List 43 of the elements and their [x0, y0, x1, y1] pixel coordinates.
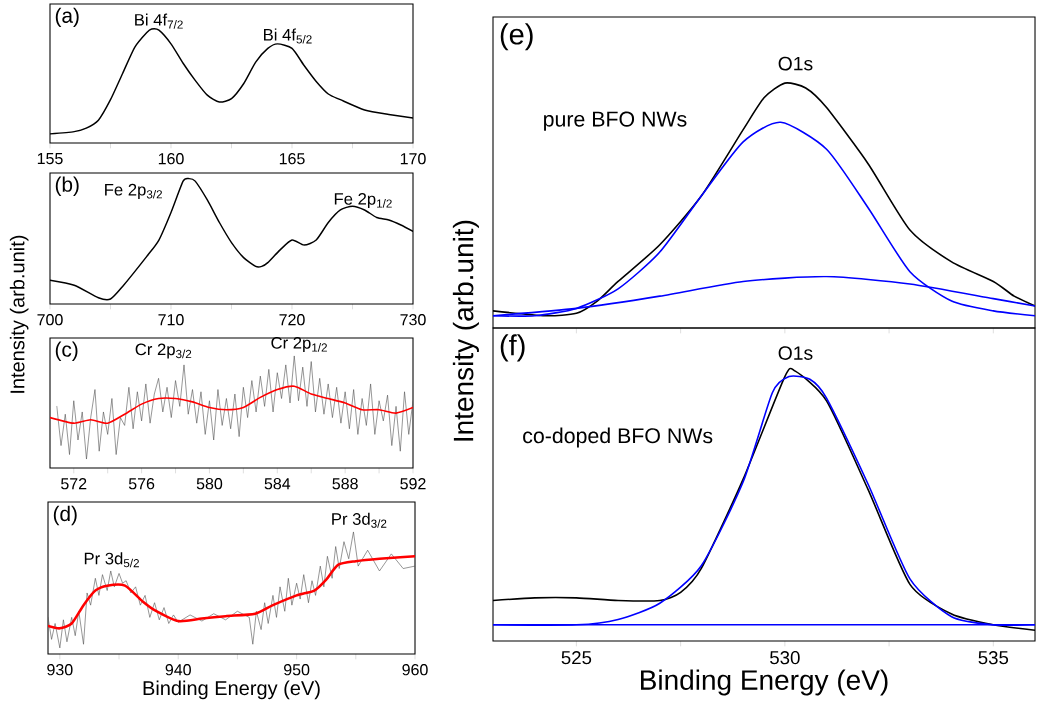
text: (d) [53, 505, 77, 526]
text: Pr 3d$_{3/2}$ [332, 512, 387, 528]
annotation: co-doped BFO NWs [523, 427, 713, 448]
y-axis-title: Intensity (arb.unit) [452, 220, 479, 441]
text: Bi 4f$_{7/2}$ [135, 13, 183, 29]
x-tick-label: 535 [978, 651, 1009, 665]
annotation: pure BFO NWs [544, 111, 687, 131]
text: O1s [778, 346, 813, 360]
x-tick-label: 576 [128, 478, 155, 490]
x-tick-label: 580 [196, 478, 223, 490]
x-tick-label: 572 [61, 478, 87, 490]
x-tick-label: 700 [37, 314, 63, 326]
x-tick-label: 930 [47, 664, 73, 676]
x-tick-label: 170 [400, 153, 426, 165]
x-tick-label: 525 [561, 651, 592, 665]
annotation: Fe 2p$_{1/2}$ [334, 192, 392, 209]
annotation: Bi 4f$_{5/2}$ [264, 28, 312, 44]
text: (f) [500, 334, 525, 362]
x-axis-title: Binding Energy (eV) [143, 680, 320, 700]
text: O1s [778, 56, 813, 71]
text: (a) [55, 7, 79, 28]
y-axis-title: Intensity (arb.unit) [9, 235, 29, 393]
text: (e) [500, 23, 533, 51]
annotation: (c) [55, 341, 78, 361]
annotation: Pr 3d$_{5/2}$ [84, 552, 139, 568]
x-tick-label: 960 [402, 664, 428, 676]
x-tick-label: 720 [279, 314, 305, 326]
text: Cr 2p$_{1/2}$ [271, 336, 327, 353]
x-tick-label: 710 [158, 314, 184, 326]
annotation: (b) [55, 176, 79, 196]
x-tick-label: 940 [165, 664, 191, 676]
x-tick-label: 950 [284, 664, 310, 676]
x-tick-label: 155 [37, 153, 63, 165]
x-tick-label: 592 [400, 478, 426, 490]
x-axis-title: Binding Energy (eV) [641, 669, 888, 696]
x-tick-label: 165 [279, 153, 305, 165]
x-tick-label: 160 [158, 153, 184, 165]
annotation: Cr 2p$_{3/2}$ [135, 343, 192, 359]
x-tick-label: 588 [332, 478, 358, 490]
annotation: Fe 2p$_{3/2}$ [105, 183, 162, 199]
x-tick-label: 530 [770, 651, 800, 665]
x-tick-label: 584 [264, 478, 291, 490]
x-tick-label: 730 [400, 314, 426, 326]
